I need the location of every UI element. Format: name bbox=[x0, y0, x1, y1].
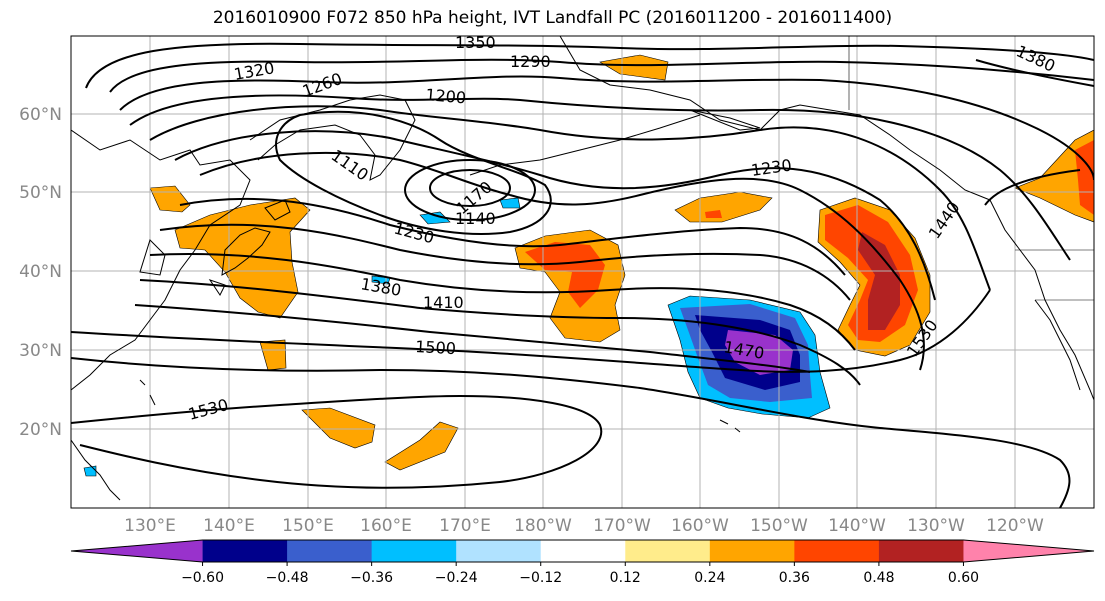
contour-label: 1350 bbox=[455, 33, 496, 52]
lon-tick-label: 140°W bbox=[828, 516, 886, 536]
colorbar-segment bbox=[371, 540, 457, 562]
colorbar-tick-label: −0.12 bbox=[519, 570, 562, 586]
colorbar-segment bbox=[71, 540, 203, 562]
lon-tick-label: 160°E bbox=[360, 516, 412, 536]
lon-tick-label: 150°W bbox=[750, 516, 808, 536]
contour-label: 1410 bbox=[423, 293, 464, 312]
colorbar-tick-label: 0.24 bbox=[694, 570, 725, 586]
colorbar-segment bbox=[202, 540, 288, 562]
colorbar-tick-label: −0.60 bbox=[181, 570, 224, 586]
lon-tick-label: 170°W bbox=[593, 516, 651, 536]
lon-tick-label: 160°W bbox=[671, 516, 729, 536]
colorbar-tick-label: −0.24 bbox=[435, 570, 478, 586]
colorbar-tick-label: 0.48 bbox=[863, 570, 894, 586]
height-contours bbox=[71, 42, 1094, 508]
contour-label: 1290 bbox=[510, 52, 551, 71]
borders bbox=[848, 36, 1094, 301]
colorbar-tick-label: 0.36 bbox=[779, 570, 810, 586]
lon-tick-label: 130°E bbox=[124, 516, 176, 536]
map-frame bbox=[70, 35, 1095, 509]
lat-tick-label: 30°N bbox=[19, 341, 62, 361]
colorbar-segment bbox=[625, 540, 711, 562]
lon-tick-label: 130°W bbox=[907, 516, 965, 536]
lat-tick-label: 60°N bbox=[19, 105, 62, 125]
colorbar-segment bbox=[540, 540, 626, 562]
colorbar-tick-label: 0.60 bbox=[948, 570, 979, 586]
lat-axis-labels: 60°N 50°N 40°N 30°N 20°N bbox=[19, 105, 62, 440]
colorbar-tick-label: −0.36 bbox=[350, 570, 393, 586]
colorbar: −0.60 −0.48 −0.36 −0.24 −0.12 0.12 0.24 0.36 0.4… bbox=[70, 539, 1095, 586]
lon-tick-label: 150°E bbox=[282, 516, 334, 536]
contour-label: 1140 bbox=[455, 209, 496, 228]
colorbar-segment bbox=[709, 540, 795, 562]
lon-axis-labels: 130°E 140°E 150°E 160°E 170°E 180°W 170°… bbox=[124, 516, 1044, 536]
colorbar-tick-label: −0.48 bbox=[266, 570, 309, 586]
contour-label: 1500 bbox=[415, 337, 457, 358]
contour-label: 1200 bbox=[425, 85, 467, 107]
colorbar-segment bbox=[287, 540, 373, 562]
lon-tick-label: 180°W bbox=[514, 516, 572, 536]
colorbar-segment bbox=[794, 540, 880, 562]
colorbar-segment bbox=[878, 540, 964, 562]
lat-tick-label: 50°N bbox=[19, 183, 62, 203]
lat-tick-label: 40°N bbox=[19, 262, 62, 282]
lon-tick-label: 170°E bbox=[439, 516, 491, 536]
colorbar-tick-label: 0.12 bbox=[610, 570, 641, 586]
map-title: 2016010900 F072 850 hPa height, IVT Land… bbox=[212, 8, 893, 28]
map-area: 1350 1320 1290 1260 1200 1380 1110 1230 … bbox=[71, 33, 1094, 508]
colorbar-segment bbox=[963, 540, 1094, 562]
lat-tick-label: 20°N bbox=[19, 420, 62, 440]
lon-tick-label: 140°E bbox=[203, 516, 255, 536]
colorbar-segment bbox=[456, 540, 542, 562]
lon-tick-label: 120°W bbox=[986, 516, 1044, 536]
